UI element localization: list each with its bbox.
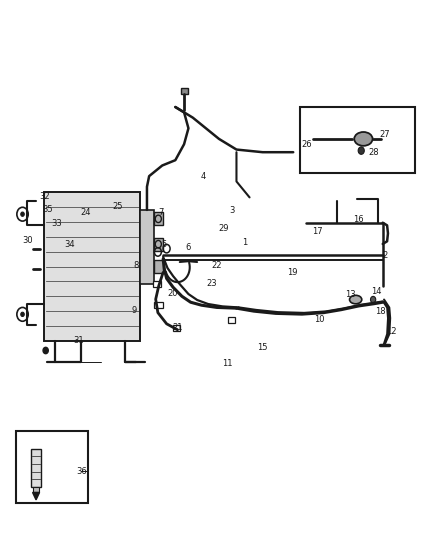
Text: 15: 15 [258, 343, 268, 352]
Text: 22: 22 [211, 261, 222, 270]
Text: 27: 27 [380, 130, 390, 139]
Text: 24: 24 [81, 208, 91, 217]
Text: 30: 30 [22, 237, 33, 246]
Polygon shape [32, 492, 39, 500]
Text: 8: 8 [133, 261, 139, 270]
Text: 35: 35 [42, 205, 53, 214]
Text: 31: 31 [73, 336, 84, 345]
Ellipse shape [354, 132, 373, 146]
Text: 29: 29 [218, 224, 229, 233]
Bar [180, 88, 187, 94]
Text: 10: 10 [314, 315, 325, 324]
Text: 9: 9 [131, 305, 137, 314]
Text: 19: 19 [287, 269, 297, 277]
Text: 21: 21 [172, 323, 183, 332]
Bar [153, 238, 163, 251]
Bar [173, 325, 180, 331]
Bar [44, 192, 141, 341]
Text: 7: 7 [159, 208, 164, 217]
Bar [152, 281, 161, 287]
Circle shape [21, 212, 24, 216]
Text: 36: 36 [76, 467, 87, 475]
Bar [33, 487, 39, 492]
Text: 34: 34 [64, 240, 75, 249]
Text: 1: 1 [243, 238, 248, 247]
Circle shape [43, 348, 48, 354]
Bar [153, 213, 163, 225]
Text: 23: 23 [207, 279, 217, 288]
Ellipse shape [350, 295, 362, 304]
Bar [154, 302, 163, 308]
Bar [300, 107, 416, 173]
Bar [16, 431, 88, 503]
Text: 17: 17 [312, 228, 322, 237]
Text: 28: 28 [369, 148, 379, 157]
Text: 26: 26 [301, 140, 311, 149]
Text: 18: 18 [375, 307, 386, 316]
Text: 32: 32 [39, 192, 49, 201]
Text: 20: 20 [167, 288, 177, 297]
Text: 16: 16 [353, 215, 364, 224]
Text: 5: 5 [162, 240, 167, 249]
Bar [31, 449, 41, 487]
Circle shape [371, 296, 376, 303]
Text: 33: 33 [51, 220, 62, 229]
Text: 14: 14 [371, 287, 381, 296]
Text: 4: 4 [201, 172, 206, 181]
Text: 2: 2 [382, 252, 388, 260]
Text: 12: 12 [386, 327, 397, 336]
Text: 25: 25 [113, 203, 123, 212]
Circle shape [21, 312, 24, 317]
Text: 11: 11 [223, 359, 233, 368]
Text: 6: 6 [186, 244, 191, 253]
Bar [141, 210, 153, 285]
Text: 13: 13 [345, 289, 355, 298]
Text: 3: 3 [230, 206, 235, 215]
Bar [153, 260, 163, 273]
Bar [228, 317, 235, 323]
Circle shape [358, 147, 364, 155]
